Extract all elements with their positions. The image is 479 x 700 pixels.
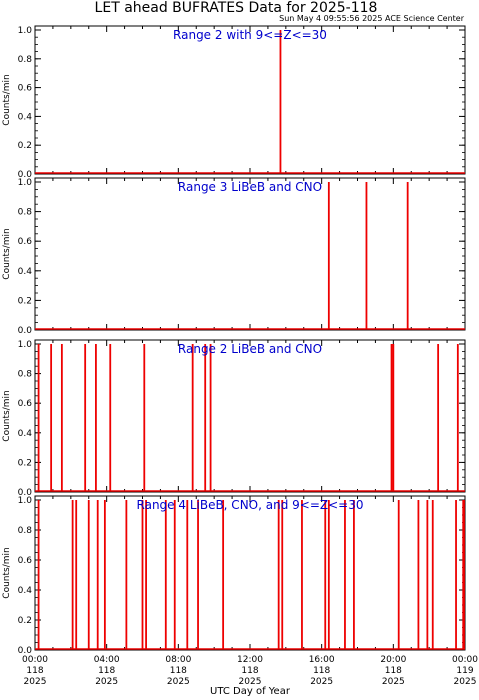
y-tick-label: 1.0 — [18, 340, 33, 350]
y-tick-label: 0.0 — [18, 488, 33, 498]
x-tick-label-doy: 118 — [26, 666, 43, 676]
panel-title: Range 4 LiBeB, CNO, and 9<=Z<=30 — [137, 498, 364, 512]
chart-title: LET ahead BUFRATES Data for 2025-118 — [95, 0, 378, 16]
x-tick-label-doy: 118 — [241, 666, 258, 676]
x-tick-label-time: 04:00 — [94, 655, 120, 665]
panel-4: 0.0 0.2 0.4 0.6 0.8 1.0 Counts/min Range 4 LiBe… — [2, 495, 466, 656]
y-tick-label: 1.0 — [18, 26, 33, 36]
x-tick-label-doy: 118 — [98, 666, 115, 676]
x-tick-label-year: 2025 — [382, 677, 405, 687]
y-axis-label: Counts/min — [2, 228, 12, 279]
panel-frame — [34, 25, 466, 175]
x-tick-label-time: 20:00 — [380, 655, 406, 665]
x-axis: 00:00118202504:00118202508:00118202512:0… — [22, 655, 478, 687]
x-tick-label-year: 2025 — [95, 677, 118, 687]
y-tick-label: 0.6 — [18, 237, 33, 247]
panel-2: 0.0 0.2 0.4 0.6 0.8 1.0 Counts/min Range 3 LiBe… — [2, 177, 466, 336]
timestamp-label: Sun May 4 09:55:56 2025 ACE Science Cent… — [279, 14, 465, 23]
y-tick-label: 0.2 — [18, 458, 32, 468]
y-tick-label: 0.6 — [18, 399, 33, 409]
y-tick-label: 0.2 — [18, 616, 32, 626]
y-tick-label: 0.0 — [18, 170, 33, 180]
x-tick-label-doy: 119 — [456, 666, 473, 676]
y-axis-label: Counts/min — [2, 547, 12, 598]
y-tick-label: 0.2 — [18, 141, 32, 151]
x-tick-label-time: 12:00 — [237, 655, 263, 665]
panel-title: Range 2 with 9<=Z<=30 — [173, 28, 327, 42]
y-tick-label: 0.4 — [18, 112, 33, 122]
y-tick-label: 0.8 — [18, 370, 33, 380]
y-tick-label: 0.0 — [18, 326, 33, 336]
y-tick-label: 1.0 — [18, 496, 33, 506]
y-axis-label: Counts/min — [2, 390, 12, 441]
y-tick-label: 0.0 — [18, 646, 33, 656]
y-tick-label: 0.2 — [18, 296, 32, 306]
panel-3: 0.0 0.2 0.4 0.6 0.8 1.0 Counts/min Range 2 LiBe… — [2, 339, 466, 498]
x-tick-label-time: 00:00 — [22, 655, 48, 665]
x-tick-label-doy: 118 — [313, 666, 330, 676]
panel-frame — [34, 495, 466, 651]
y-tick-label: 0.8 — [18, 55, 33, 65]
x-axis-label: UTC Day of Year — [210, 686, 291, 697]
y-tick-label: 0.8 — [18, 208, 33, 218]
x-tick-label-year: 2025 — [167, 677, 190, 687]
panel-frame — [34, 339, 466, 493]
panels-group: 0.0 0.2 0.4 0.6 0.8 1.0 Counts/min Range 2 with… — [2, 25, 466, 656]
y-tick-label: 0.4 — [18, 586, 33, 596]
panel-title: Range 2 LiBeB and CNO — [178, 342, 322, 356]
y-axis-label: Counts/min — [2, 74, 12, 125]
x-tick-label-year: 2025 — [239, 677, 262, 687]
panel-frame — [34, 177, 466, 331]
y-tick-label: 0.4 — [18, 429, 33, 439]
x-tick-label-year: 2025 — [454, 677, 477, 687]
x-tick-label-time: 08:00 — [165, 655, 191, 665]
x-tick-label-doy: 118 — [385, 666, 402, 676]
y-tick-label: 0.6 — [18, 556, 33, 566]
y-tick-label: 1.0 — [18, 178, 33, 188]
panel-title: Range 3 LiBeB and CNO — [178, 180, 322, 194]
x-tick-label-year: 2025 — [24, 677, 47, 687]
y-tick-label: 0.8 — [18, 526, 33, 536]
panel-1: 0.0 0.2 0.4 0.6 0.8 1.0 Counts/min Range 2 with… — [2, 25, 466, 180]
y-tick-label: 0.6 — [18, 84, 33, 94]
x-tick-label-year: 2025 — [310, 677, 333, 687]
y-tick-label: 0.4 — [18, 267, 33, 277]
x-tick-label-time: 16:00 — [309, 655, 335, 665]
x-tick-label-doy: 118 — [170, 666, 187, 676]
x-tick-label-time: 00:00 — [452, 655, 478, 665]
